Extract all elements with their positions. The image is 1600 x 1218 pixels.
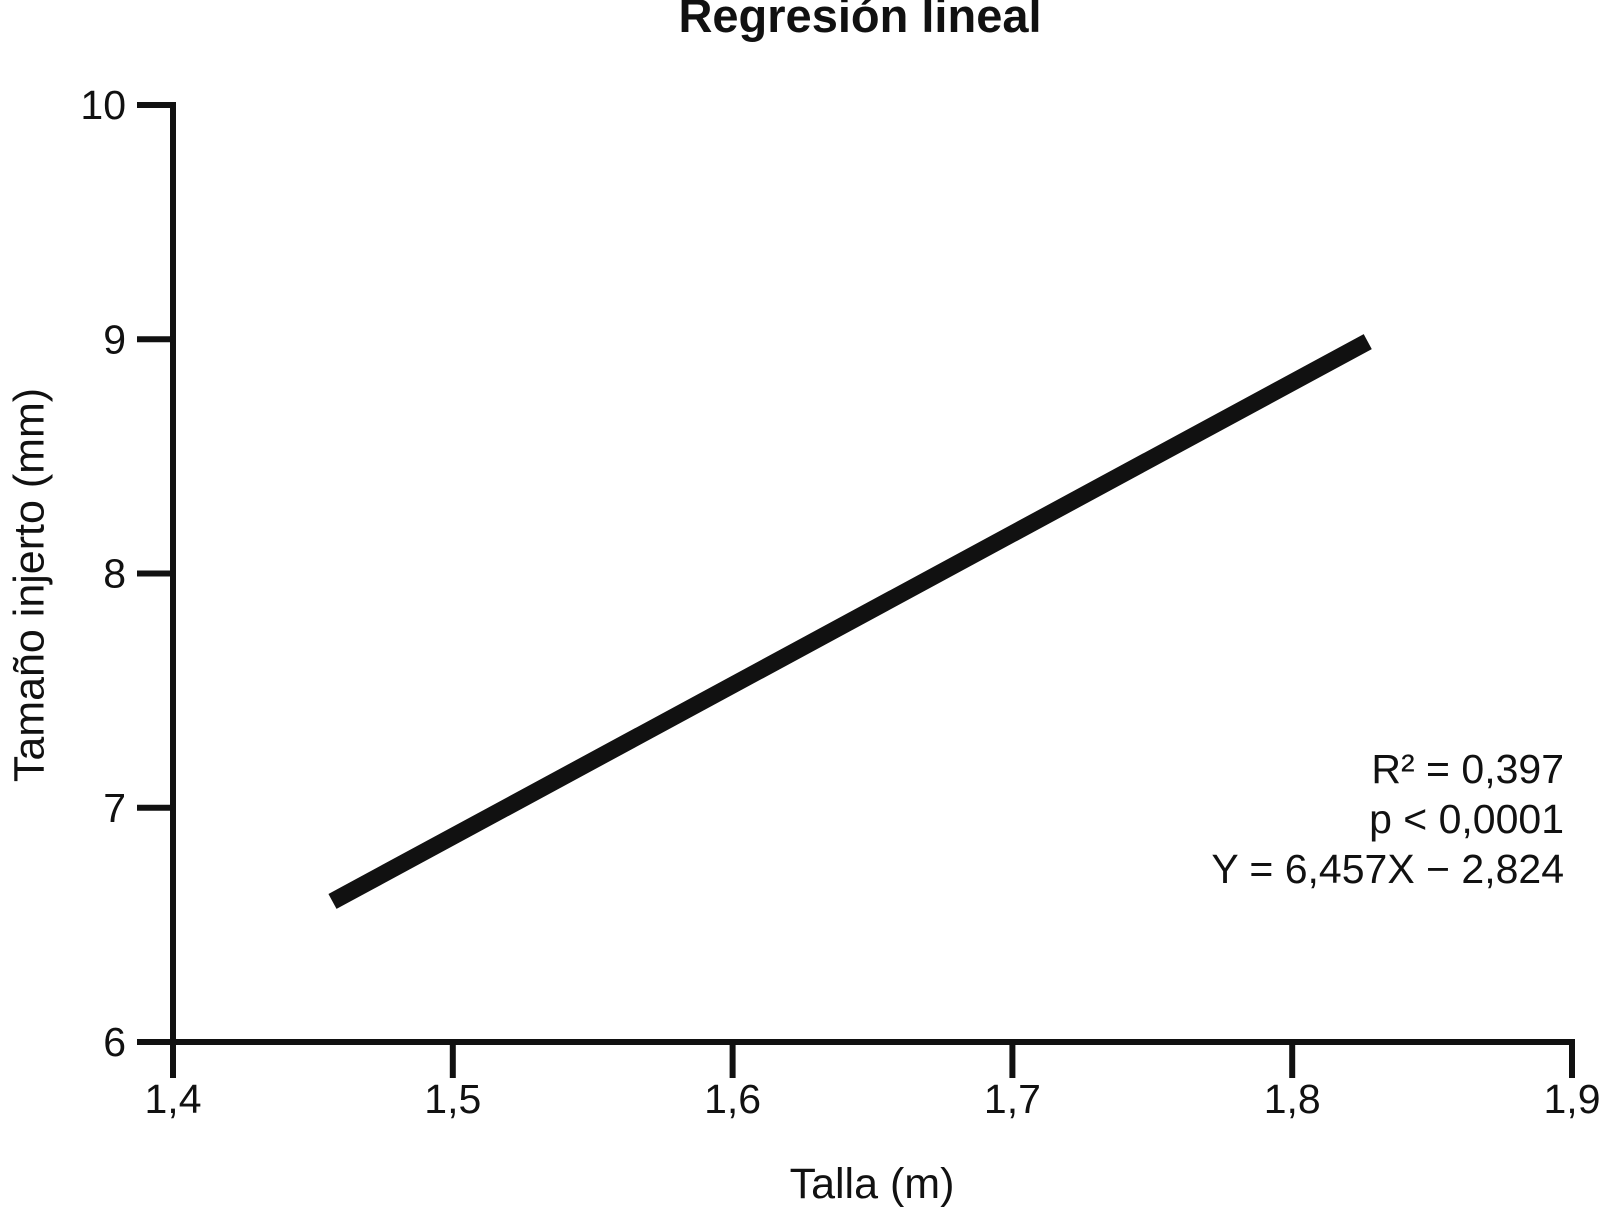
regression-equation: Y = 6,457X − 2,824: [1211, 846, 1564, 892]
chart-title: Regresión lineal: [678, 0, 1042, 42]
x-tick-label: 1,9: [1544, 1076, 1600, 1122]
x-tick-label: 1,4: [145, 1076, 202, 1122]
y-tick-label: 10: [80, 82, 126, 128]
stats-annotation: R² = 0,397 p < 0,0001 Y = 6,457X − 2,824: [1211, 744, 1564, 894]
p-value: p < 0,0001: [1369, 796, 1564, 842]
y-tick-label: 9: [103, 316, 126, 362]
x-tick-label: 1,6: [704, 1076, 761, 1122]
y-tick-label: 6: [103, 1019, 126, 1065]
y-tick-label: 7: [103, 785, 126, 831]
x-tick-label: 1,5: [424, 1076, 481, 1122]
r-squared-value: R² = 0,397: [1371, 746, 1564, 792]
y-tick-label: 8: [103, 551, 126, 597]
x-tick-label: 1,8: [1264, 1076, 1321, 1122]
x-axis-title: Talla (m): [789, 1160, 955, 1208]
regression-line: [328, 334, 1372, 909]
x-tick-label: 1,7: [984, 1076, 1041, 1122]
